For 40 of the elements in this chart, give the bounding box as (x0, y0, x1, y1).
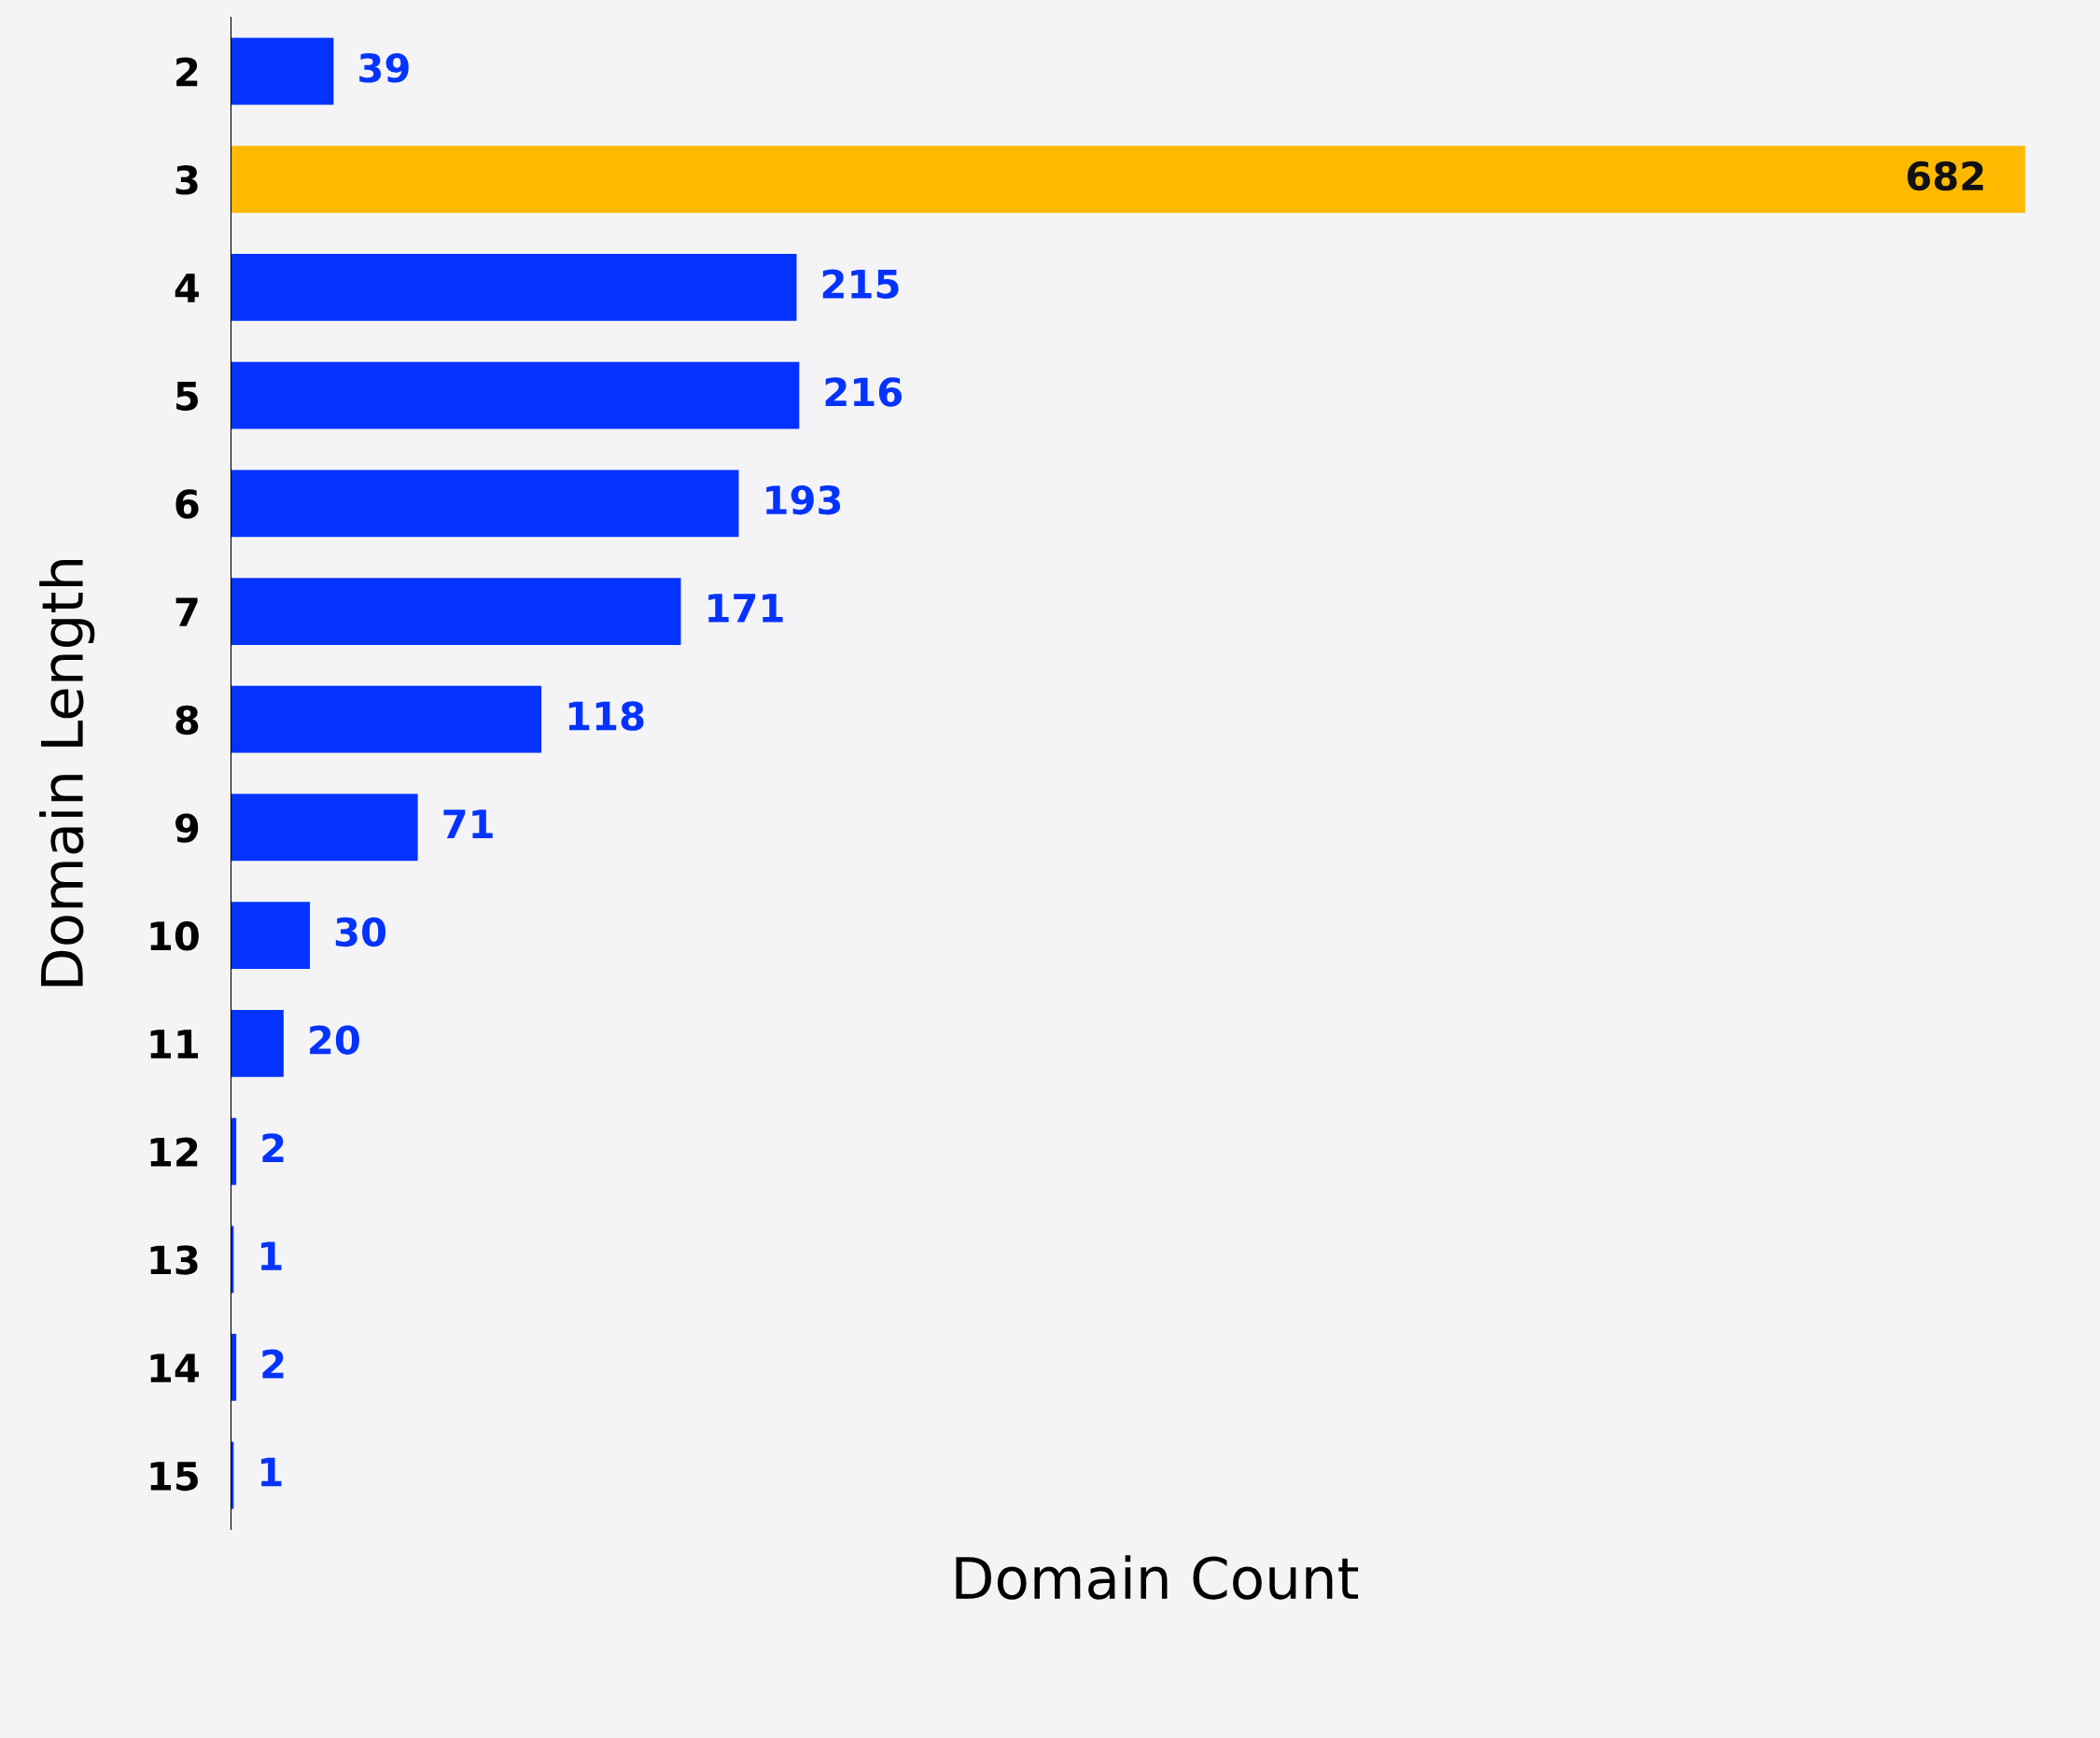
data-label: 2 (262, 1349, 284, 1379)
y-tick-label: 15 (150, 1462, 198, 1492)
bar (231, 793, 418, 862)
y-axis-title: Domain Length (39, 560, 95, 987)
y-tick-label: 2 (176, 57, 198, 87)
y-tick-label: 4 (175, 273, 199, 302)
data-label: 193 (766, 484, 841, 515)
bar (231, 1009, 284, 1077)
data-label: 20 (310, 1025, 359, 1055)
bar (231, 902, 311, 970)
data-label: 1 (261, 1457, 282, 1487)
data-label: 71 (443, 809, 493, 838)
bar (231, 470, 739, 538)
y-tick-label: 12 (150, 1137, 198, 1167)
data-label: 39 (359, 53, 409, 83)
y-tick-label: 8 (175, 705, 199, 736)
data-label: 118 (568, 701, 644, 731)
y-tick-label: 9 (175, 813, 199, 843)
bar (231, 361, 800, 429)
y-tick-label: 14 (150, 1353, 199, 1382)
x-axis-title: Domain Count (956, 1555, 1359, 1600)
data-label: 1 (261, 1241, 282, 1270)
bar (231, 685, 542, 753)
y-tick-label: 5 (176, 382, 198, 412)
data-label: 2 (262, 1133, 284, 1163)
bar (231, 37, 334, 105)
bar (231, 254, 797, 321)
data-label: 216 (825, 377, 903, 407)
y-tick-label: 3 (175, 165, 198, 195)
data-label: 30 (335, 917, 386, 947)
bar (231, 578, 681, 645)
bar (231, 146, 2025, 214)
y-tick-label: 7 (175, 597, 198, 626)
y-tick-label: 13 (150, 1245, 198, 1275)
y-tick-label: 6 (175, 489, 199, 519)
y-tick-label: 10 (150, 921, 199, 951)
data-label: 215 (822, 269, 899, 299)
y-tick-label: 11 (150, 1030, 198, 1058)
data-label: 682 (1907, 161, 1983, 191)
data-label: 171 (708, 594, 783, 623)
